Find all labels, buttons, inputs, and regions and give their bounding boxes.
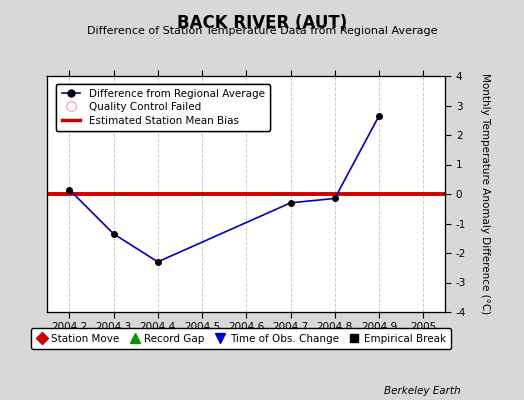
Text: BACK RIVER (AUT): BACK RIVER (AUT) (177, 14, 347, 32)
Y-axis label: Monthly Temperature Anomaly Difference (°C): Monthly Temperature Anomaly Difference (… (480, 73, 490, 315)
Text: Berkeley Earth: Berkeley Earth (385, 386, 461, 396)
Legend: Difference from Regional Average, Quality Control Failed, Estimated Station Mean: Difference from Regional Average, Qualit… (57, 84, 270, 131)
Text: Difference of Station Temperature Data from Regional Average: Difference of Station Temperature Data f… (87, 26, 437, 36)
Legend: Station Move, Record Gap, Time of Obs. Change, Empirical Break: Station Move, Record Gap, Time of Obs. C… (31, 328, 451, 349)
